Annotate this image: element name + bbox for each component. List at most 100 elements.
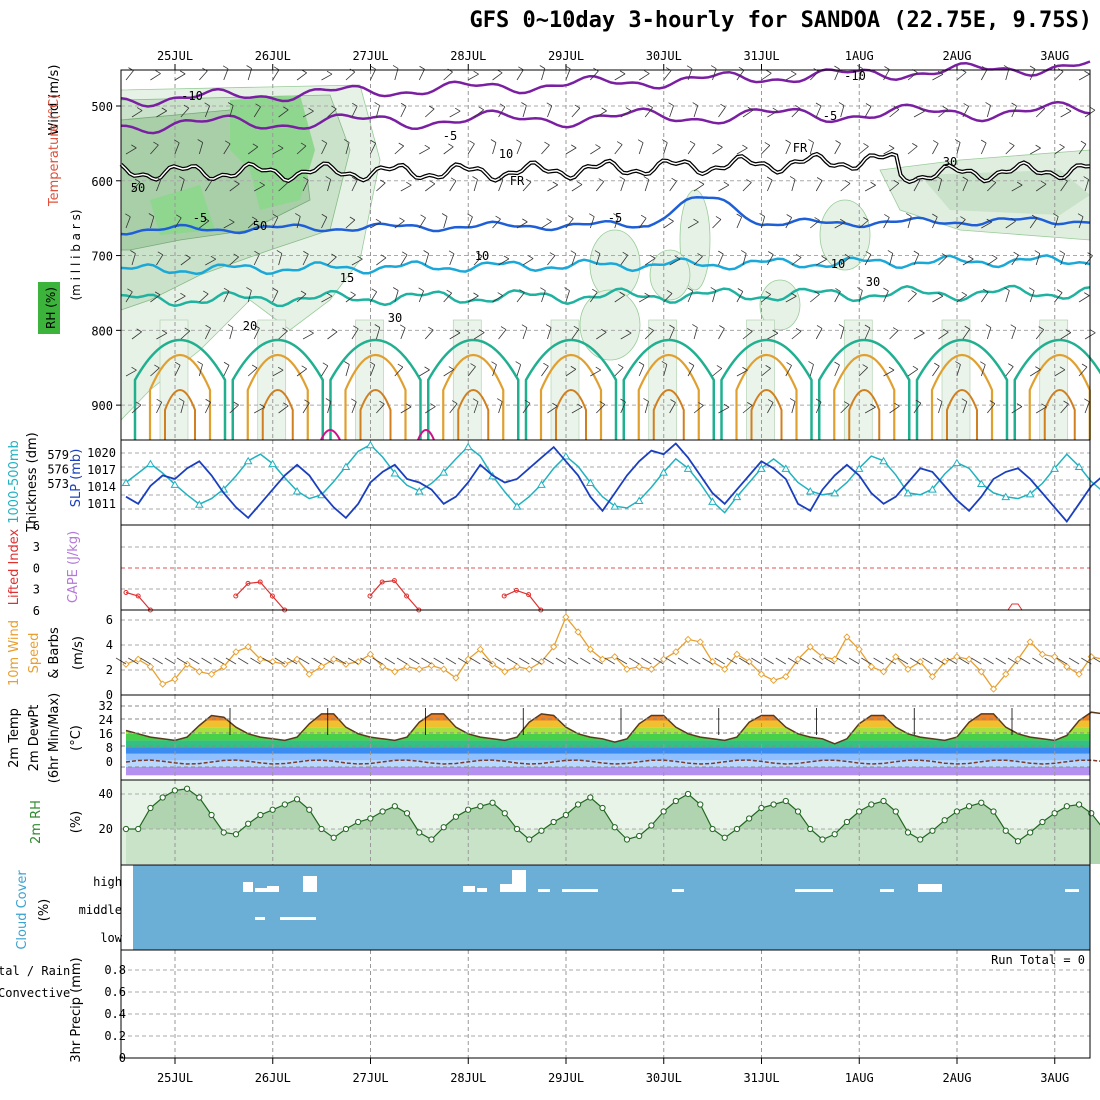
rh-point [355,818,362,826]
wind-barb-flag [766,176,773,181]
wind-barb [987,403,996,414]
wind-barb [253,184,265,192]
wind-speed-point [635,663,643,671]
wind-barb-10m [335,657,347,665]
wind-barb [296,368,307,377]
wind-barb [785,142,791,155]
wind-barb [522,181,532,192]
wind-speed-point [1050,653,1059,661]
wind-barb-flag [671,177,677,182]
wind-barb-flag [400,102,407,107]
wind-barb [834,143,841,155]
wind-barb-flag [473,70,479,75]
wind-barb [449,110,461,118]
wind-barb-10m [702,657,713,665]
wind-barb [449,180,457,192]
wind-barb [204,180,213,192]
wind-barb-flag [697,253,703,257]
wind-barb [247,290,252,303]
date-label-bottom: 30JUL [646,1071,682,1085]
wind-barb-flag [251,364,258,369]
wind-barb-flag [864,324,871,329]
wind-barb-flag [913,250,920,255]
wind-barb-flag [595,144,601,148]
temp-color-band [126,720,1090,728]
rh-point [1039,818,1046,826]
temp-fill-group [126,712,1090,776]
wind-barb-flag [862,364,868,368]
wind-barb [419,369,430,377]
wind-barb-10m [409,657,420,665]
wind-barb-flag [451,400,458,404]
wind-speed-point [586,645,594,653]
wind-barb-10m [1093,657,1100,663]
wind-barb-flag [277,144,284,149]
temp-color-band [126,712,1090,714]
wind-barb [913,402,922,414]
wind-barb-flag [815,102,822,107]
wind-barb [467,366,476,377]
wind-barb-flag [661,361,668,365]
wind-barb [1029,369,1041,377]
wind-barb [321,365,329,377]
wind-barb-flag [1029,65,1036,70]
wind-barb [278,182,288,192]
wind-barb-flag [689,140,696,145]
wind-barb [1054,146,1065,155]
wind-barb [883,290,889,303]
wind-barb [1035,108,1045,118]
wind-barb-flag [153,141,159,146]
wind-barb-flag [934,362,940,367]
thickness-point [928,485,937,493]
temp-contour-25 [1028,353,1091,440]
wind-barb [1060,180,1068,192]
wind-barb-10m [299,657,310,665]
wind-barb-flag [552,181,558,186]
wind-barb-flag [985,102,991,106]
wind-barb-flag [178,398,185,402]
wind-barb-flag [662,139,668,143]
li-tick: 3 [33,540,40,554]
wind-barb [156,332,168,340]
wind-barb [809,71,819,81]
wind-barb [272,291,279,303]
wind-barb-flag [1084,398,1090,403]
wind-barb-flag [573,325,580,330]
wind-barb [547,327,552,340]
wind-barb-10m [848,657,860,665]
thickness-point [243,456,253,465]
wind-barb [205,258,217,266]
rh-point [147,804,154,812]
wind-barb [327,401,332,414]
temp-line [125,711,1100,745]
wind-barb-flag [723,403,730,408]
wind-barb-flag [1081,363,1088,368]
wind-barb-flag [420,214,426,219]
wind-barb [1029,290,1035,303]
wind-barb-flag [173,139,180,144]
wind-barb-flag [765,291,771,295]
wind-speed-point [464,655,472,663]
wind-barb-flag [574,104,581,109]
slp-tick: 1020 [87,446,116,460]
li-tick: 0 [33,561,40,575]
wind-barb-flag [814,291,820,295]
wind-barb [938,401,943,414]
wind-barb-flag [857,287,863,291]
wind-barb [669,180,677,192]
wind-speed-point [672,648,680,656]
wind-barb-10m [824,657,835,665]
wind-speed-point [1038,650,1047,658]
rh-point [709,825,716,833]
wind-barb-flag [601,107,607,112]
wind-barb [614,294,625,303]
precip-panel-frame [120,949,1091,1059]
wind-barb [907,72,918,81]
wind-barb [131,331,142,340]
wind-barb [889,253,894,266]
wind-barb [156,402,163,414]
wind-barb-flag [446,289,452,294]
axis-title-cape: CAPE (J/kg) [66,531,81,603]
wind-barb-flag [795,328,802,332]
contour-label: 10 [475,249,489,263]
